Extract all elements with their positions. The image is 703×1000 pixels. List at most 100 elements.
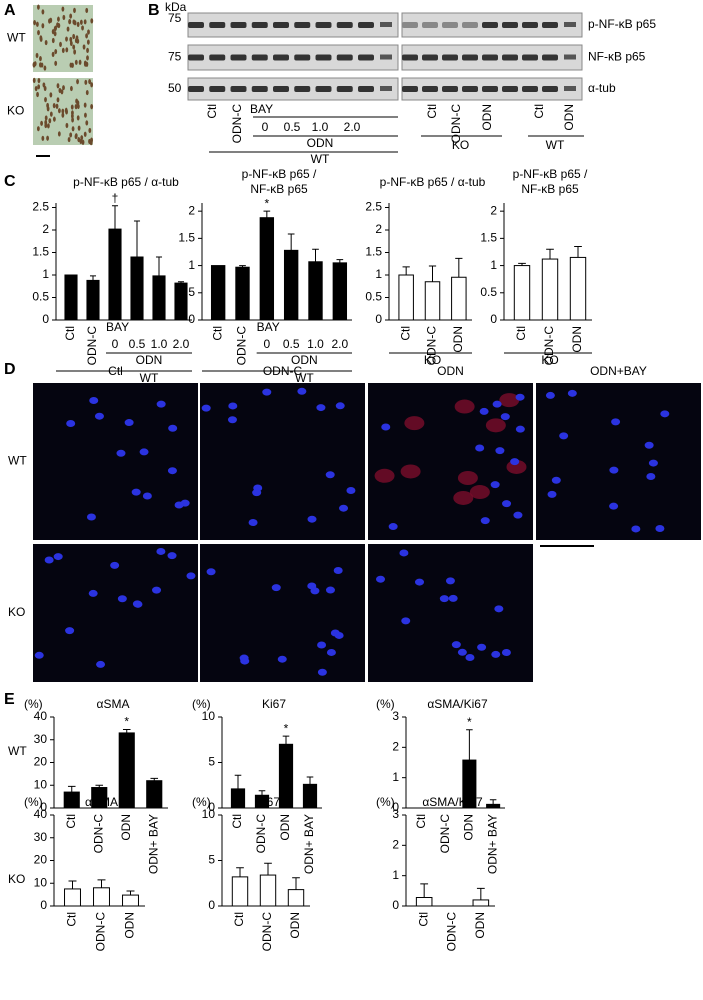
nucleus bbox=[325, 471, 335, 479]
cell bbox=[61, 47, 65, 54]
fluorescence-image bbox=[200, 383, 365, 540]
y-tick-label: 2 bbox=[392, 740, 399, 754]
nucleus bbox=[168, 424, 178, 432]
band bbox=[251, 22, 268, 28]
nucleus bbox=[94, 412, 104, 420]
nucleus bbox=[186, 572, 196, 580]
bar bbox=[278, 743, 294, 809]
nucleus bbox=[457, 648, 467, 656]
y-tick-label: 20 bbox=[34, 853, 48, 867]
x-tick-label: ODN+ BAY bbox=[485, 814, 499, 874]
nucleus bbox=[609, 466, 619, 474]
band bbox=[442, 54, 458, 61]
cell bbox=[36, 126, 40, 132]
cell bbox=[46, 135, 49, 141]
error-bar bbox=[420, 883, 429, 898]
cell bbox=[76, 100, 80, 106]
cell bbox=[41, 135, 45, 141]
nucleus bbox=[494, 605, 504, 613]
bar bbox=[287, 889, 305, 907]
y-tick-label: 1 bbox=[392, 770, 399, 784]
band bbox=[188, 22, 204, 28]
cell bbox=[86, 55, 89, 61]
bar bbox=[541, 258, 559, 321]
cell bbox=[69, 36, 73, 43]
x-tick-label: 0 bbox=[263, 337, 270, 351]
cell bbox=[86, 47, 89, 53]
bar bbox=[513, 265, 531, 321]
cell bbox=[85, 89, 89, 96]
nucleus bbox=[477, 643, 487, 651]
nucleus bbox=[545, 391, 555, 399]
cell bbox=[52, 116, 56, 122]
nucleus bbox=[513, 511, 523, 519]
nucleus bbox=[248, 519, 258, 527]
band bbox=[336, 86, 353, 92]
cell bbox=[49, 111, 53, 117]
error-bar bbox=[239, 265, 246, 268]
cell bbox=[70, 104, 74, 110]
x-tick-label: 2.0 bbox=[173, 337, 190, 351]
nucleus bbox=[547, 490, 557, 498]
cell bbox=[86, 39, 90, 45]
x-tick-label: ODN-C bbox=[91, 814, 105, 854]
cell bbox=[61, 6, 65, 12]
x-tick-label: ODN-C bbox=[85, 326, 99, 366]
bar bbox=[210, 265, 226, 321]
nucleus bbox=[110, 561, 120, 569]
ladder-band bbox=[380, 54, 392, 60]
band bbox=[336, 54, 353, 61]
nucleus bbox=[310, 587, 320, 595]
cell bbox=[76, 79, 79, 85]
y-tick-label: 1.5 bbox=[178, 231, 195, 245]
y-tick-label: 1 bbox=[392, 868, 399, 882]
lane-label: ODN bbox=[480, 104, 494, 131]
nucleus bbox=[316, 404, 326, 412]
nucleus bbox=[475, 444, 485, 452]
band bbox=[482, 22, 498, 28]
cell bbox=[84, 79, 88, 85]
nucleus bbox=[500, 413, 510, 421]
band bbox=[442, 86, 458, 92]
nucleus bbox=[399, 549, 409, 557]
error-bar bbox=[402, 266, 410, 275]
band bbox=[209, 22, 226, 28]
cell bbox=[88, 78, 92, 85]
nucleus bbox=[388, 523, 398, 531]
band bbox=[188, 86, 204, 92]
fluorescence-image bbox=[536, 383, 701, 540]
unit-label: (%) bbox=[24, 697, 43, 711]
cell bbox=[74, 59, 78, 65]
nucleus bbox=[44, 556, 54, 564]
bar bbox=[398, 274, 414, 321]
nucleus bbox=[439, 595, 449, 603]
nucleus bbox=[339, 504, 349, 512]
nucleus bbox=[335, 402, 345, 410]
chart-title: p-NF-κB p65 / bbox=[242, 167, 317, 181]
cell bbox=[35, 52, 39, 59]
band bbox=[502, 54, 518, 61]
nucleus bbox=[142, 492, 152, 500]
cell bbox=[43, 65, 47, 71]
band bbox=[315, 86, 332, 92]
error-bar bbox=[292, 877, 300, 890]
x-tick-label: Ctl bbox=[514, 326, 528, 341]
nucleus bbox=[644, 441, 654, 449]
chart-title: NF-κB p65 bbox=[521, 182, 579, 196]
band bbox=[542, 54, 558, 61]
band bbox=[358, 86, 374, 92]
cell bbox=[83, 102, 87, 108]
y-tick-label: 3 bbox=[392, 709, 399, 723]
nucleus bbox=[346, 486, 356, 494]
y-tick-label: 0 bbox=[40, 800, 47, 814]
bar bbox=[235, 266, 250, 321]
group-label: ODN bbox=[136, 353, 163, 367]
chart-title: αSMA/Ki67 bbox=[422, 795, 483, 809]
cell bbox=[76, 115, 80, 121]
nucleus bbox=[167, 467, 177, 475]
chart-title: Ki67 bbox=[256, 795, 280, 809]
cell bbox=[88, 138, 91, 145]
stain bbox=[499, 393, 520, 408]
band bbox=[294, 22, 311, 28]
